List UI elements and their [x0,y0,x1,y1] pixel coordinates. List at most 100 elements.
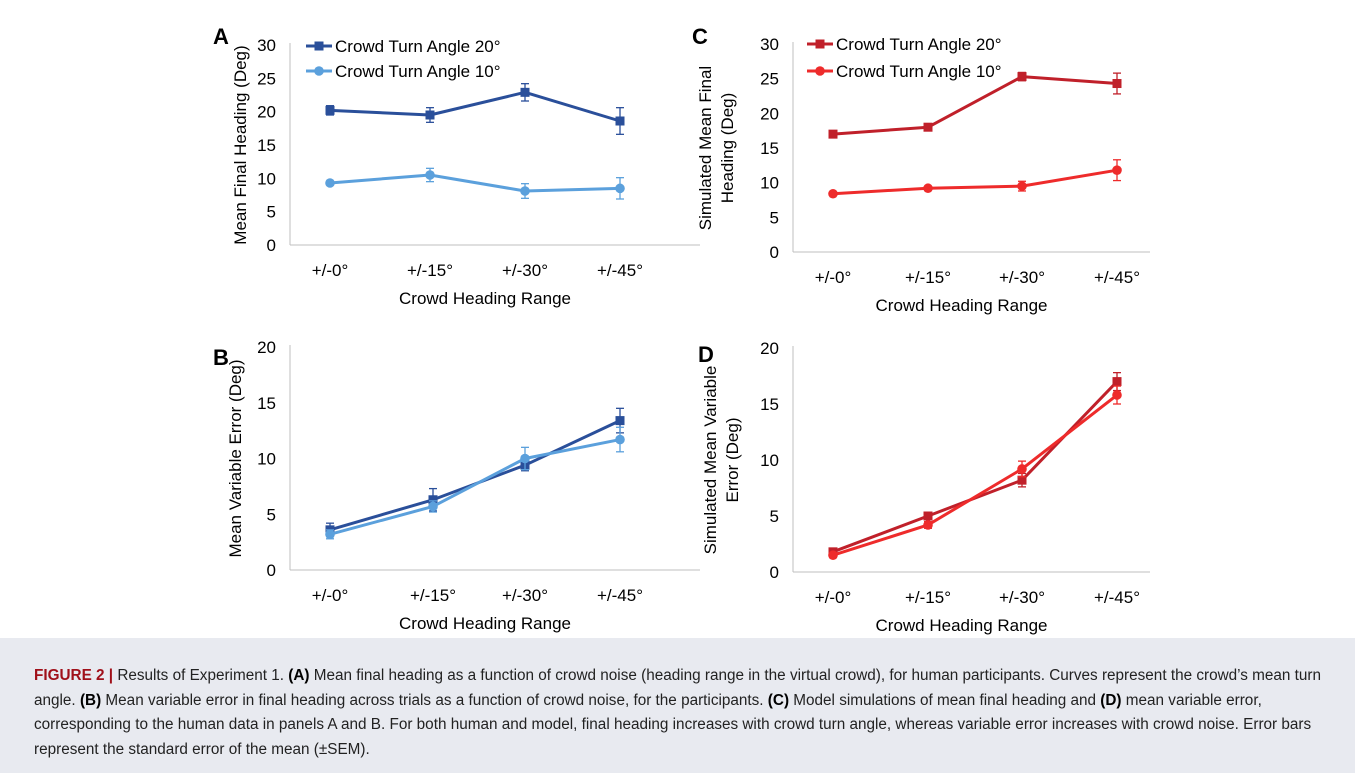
legend-label: Crowd Turn Angle 20° [335,37,501,56]
y-tick-label: 10 [760,174,779,193]
data-point-square [923,511,933,521]
x-tick-label: +/-45° [597,261,643,280]
x-tick-label: +/-30° [999,268,1045,287]
y-tick-label: 5 [267,203,276,222]
y-tick-label: 10 [257,450,276,469]
series-line [832,75,1118,136]
series-line [832,380,1119,554]
y-tick-label: 0 [267,236,276,255]
caption-panel-ref: (A) [288,667,310,684]
data-point-circle [923,183,933,194]
series-10 [828,159,1122,199]
y-tick-label: 20 [760,339,779,358]
panel-label: B [213,345,229,370]
data-point-square [428,495,438,505]
y-axis-title: Mean Variable Error (Deg) [226,359,245,557]
x-axis-title: Crowd Heading Range [876,296,1048,315]
legend-swatch-marker [314,41,324,51]
y-tick-label: 15 [760,395,779,414]
x-axis-title: Crowd Heading Range [876,616,1048,635]
y-tick-label: 5 [267,505,276,524]
data-point-square [615,116,625,126]
x-tick-label: +/-15° [905,268,951,287]
data-point-circle [1112,165,1122,175]
y-tick-label: 30 [760,35,779,54]
series-10 [828,385,1122,560]
caption-sentence: Mean final heading as a function of crow… [34,667,1322,709]
x-axis-title: Crowd Heading Range [399,614,571,633]
caption-text: Results of Experiment 1. (A) Mean final … [34,667,1321,758]
y-tick-label: 10 [760,451,779,470]
legend: Crowd Turn Angle 20° Crowd Turn Angle 10° [306,37,501,81]
x-axis-title: Crowd Heading Range [399,289,571,308]
panel-a: A 0 5 10 15 20 25 30 +/-0° +/-15° +/-30° +/-45° Crow… [213,24,700,308]
y-tick-label: 15 [257,136,276,155]
data-point-square [1112,377,1122,387]
data-point-square [1112,79,1122,89]
series-line [329,173,621,193]
y-tick-label: 20 [760,104,779,123]
series-line [329,90,621,123]
data-point-circle [425,170,435,180]
caption-panel-ref: (D) [1100,691,1122,709]
y-tick-label: 30 [257,36,276,55]
panel-c: C 0 5 10 15 20 25 30 +/-0° +/-15° +/-30° +/-45° Crow… [692,24,1150,315]
series-20 [325,83,625,135]
y-tick-label: 0 [267,561,276,580]
series-10 [325,426,625,540]
y-tick-label: 10 [257,169,276,188]
data-point-circle [428,501,438,512]
data-point-square [520,87,530,97]
legend-label: Crowd Turn Angle 10° [836,62,1002,81]
panel-b: B 0 5 10 15 20 +/-0° +/-15° +/-30° +/-45° Crowd He… [213,338,700,633]
data-point-circle [1017,464,1027,474]
series-line [329,419,621,532]
x-tick-label: +/-45° [1094,268,1140,287]
legend-swatch-marker [815,39,825,49]
x-tick-label: +/-45° [597,586,643,605]
caption-sentence: Model simulations of mean final heading … [789,691,1101,709]
data-point-circle [325,529,335,540]
caption-sentence: Results of Experiment 1. [113,667,289,684]
caption-panel-ref: (C) [767,691,790,709]
data-point-square [923,122,933,132]
y-tick-label: 20 [257,103,276,122]
caption-background [0,638,1355,773]
y-tick-label: 25 [760,70,779,89]
panel-d: D 0 5 10 15 20 +/-0° +/-15° +/-30° +/-45° Crowd He… [698,339,1150,635]
data-point-circle [325,178,335,188]
data-point-circle [520,453,530,464]
y-axis-title: Simulated Mean Final [696,66,715,230]
legend-label: Crowd Turn Angle 10° [335,62,501,81]
series-line [832,393,1118,557]
y-tick-label: 25 [257,69,276,88]
data-point-square [425,110,435,120]
x-tick-label: +/-0° [815,588,852,607]
series-20 [828,71,1122,139]
legend-swatch-marker [314,66,324,76]
x-tick-label: +/-15° [407,261,453,280]
legend-swatch-marker [815,66,825,76]
data-point-circle [1112,390,1122,400]
y-axis-title: Error (Deg) [723,417,742,502]
x-tick-label: +/-15° [410,586,456,605]
y-axis-title: Mean Final Heading (Deg) [231,45,250,244]
data-point-square [615,416,625,426]
legend: Crowd Turn Angle 20° Crowd Turn Angle 10° [807,35,1002,81]
y-tick-label: 5 [770,208,779,227]
data-point-square [828,129,838,139]
series-20 [828,371,1122,557]
panel-label: C [692,24,708,49]
data-point-square [1017,72,1027,82]
data-point-square [1017,475,1027,485]
panel-label: D [698,342,714,367]
y-tick-label: 20 [257,338,276,357]
data-point-circle [520,186,530,196]
series-line [329,438,621,536]
caption-sentence: Mean variable error in final heading acr… [101,691,768,709]
y-axis-title: Heading (Deg) [718,93,737,204]
caption-panel-ref: (B) [79,691,102,709]
legend-label: Crowd Turn Angle 20° [836,35,1002,54]
x-tick-label: +/-15° [905,588,951,607]
series-20 [325,407,625,538]
